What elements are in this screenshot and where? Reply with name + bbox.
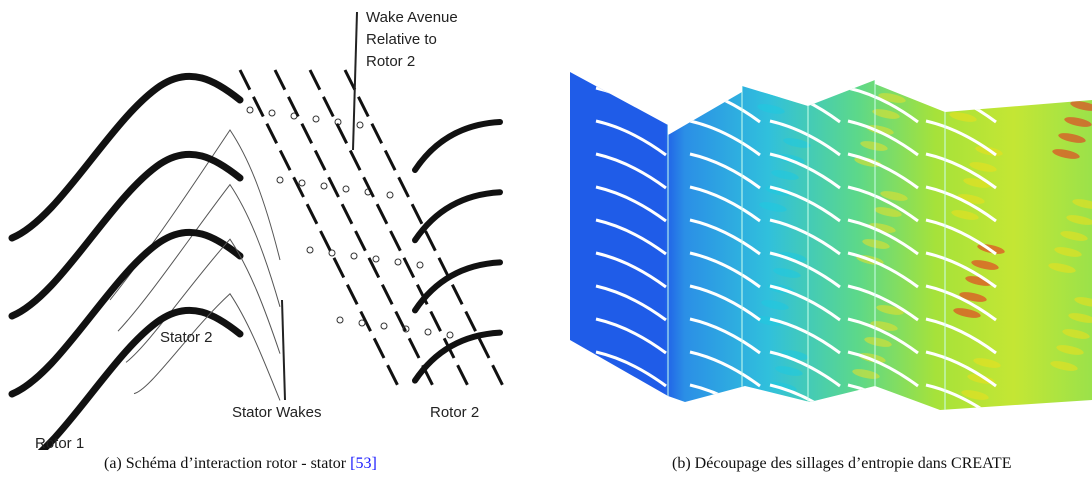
caption: (a) Schéma d’interaction rotor - stator … (104, 455, 377, 473)
contour-blob (685, 83, 714, 97)
wake-vortex (299, 180, 305, 186)
wake-vortex (307, 247, 313, 253)
stator-2-blade (134, 294, 280, 401)
wake-vortex (381, 323, 387, 329)
wake-vortex (447, 332, 453, 338)
wake-vortex (359, 320, 365, 326)
stator-wake (310, 70, 470, 390)
citation[interactable]: [53] (350, 455, 377, 472)
figure: Wake Avenue Relative to Rotor 2 Stator 2… (0, 0, 1092, 450)
label: Relative to (366, 31, 437, 48)
wake-vortex (313, 116, 319, 122)
leader-line (282, 300, 285, 400)
interaction-diagram (12, 70, 505, 450)
stator-wake (275, 70, 435, 390)
wake-vortex (337, 317, 343, 323)
wake-vortex (277, 177, 283, 183)
stator-wake (240, 70, 400, 390)
wake-vortex (425, 329, 431, 335)
wake-vortex (373, 256, 379, 262)
label: Rotor 2 (430, 404, 479, 421)
label: Rotor 1 (35, 435, 84, 450)
label: Stator Wakes (232, 404, 321, 421)
label: Rotor 2 (366, 53, 415, 70)
blade (596, 385, 666, 419)
wake-vortex (343, 186, 349, 192)
caption-text: (a) Schéma d’interaction rotor - stator (104, 455, 350, 472)
entropy-contour (570, 60, 1092, 420)
rotor-2-blade (415, 122, 500, 170)
caption: (b) Découpage des sillages d’entropie da… (672, 455, 1011, 473)
label: Stator 2 (160, 329, 213, 346)
contour-blob (954, 94, 983, 108)
caption-text: (b) Découpage des sillages d’entropie da… (672, 455, 1011, 472)
wake-vortex (321, 183, 327, 189)
wake-vortex (247, 107, 253, 113)
page: Wake Avenue Relative to Rotor 2 Stator 2… (0, 0, 1092, 504)
wake-vortex (329, 250, 335, 256)
wake-vortex (351, 253, 357, 259)
wake-vortex (357, 122, 363, 128)
wake-vortex (395, 259, 401, 265)
wake-vortex (269, 110, 275, 116)
wake-vortex (387, 192, 393, 198)
label: Wake Avenue (366, 9, 458, 26)
wake-vortex (417, 262, 423, 268)
leader-line (353, 12, 357, 150)
